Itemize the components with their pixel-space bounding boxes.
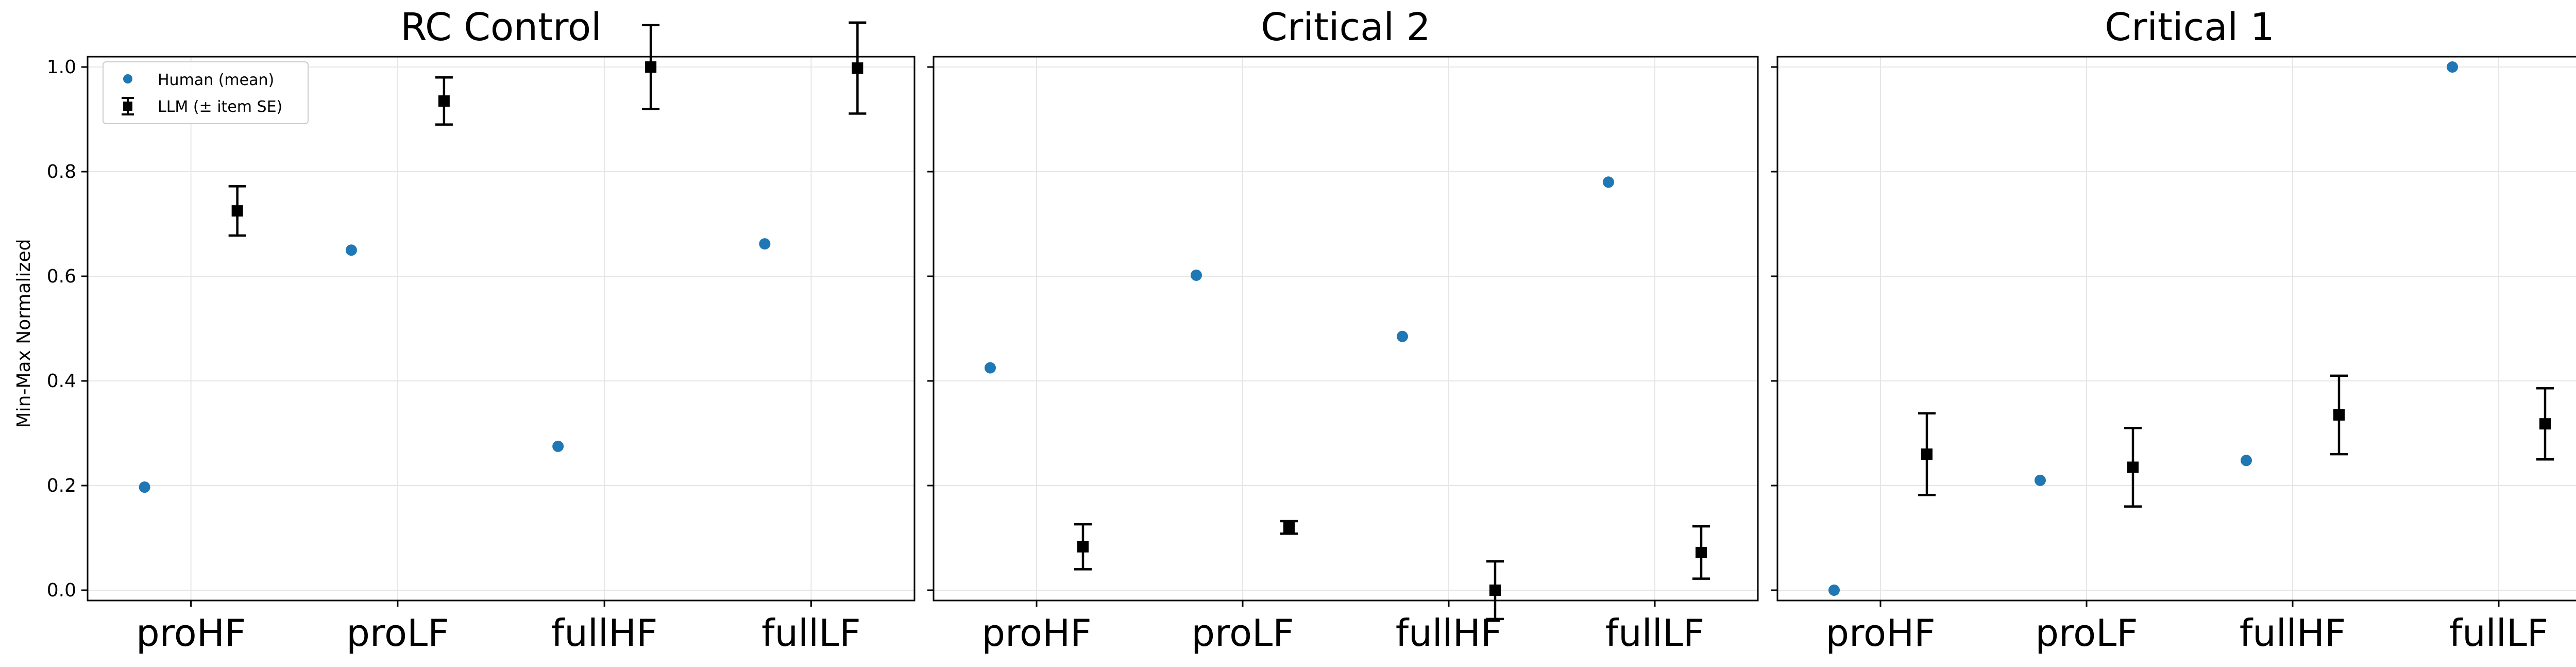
- human-point: [759, 238, 771, 250]
- human-point: [1191, 269, 1202, 281]
- llm-point: [2333, 409, 2345, 421]
- legend-llm-marker: [122, 97, 134, 115]
- chart-title: RC Control: [400, 5, 601, 49]
- human-point: [1397, 330, 1408, 342]
- y-tick-label: 0.4: [47, 371, 76, 392]
- x-tick-label: fullHF: [551, 611, 658, 655]
- x-tick-label: fullLF: [2449, 611, 2549, 655]
- x-tick-label: proHF: [1825, 611, 1935, 655]
- human-point: [985, 362, 996, 374]
- x-tick-label: fullHF: [2240, 611, 2346, 655]
- human-point: [345, 244, 357, 256]
- human-point: [552, 440, 564, 452]
- x-tick-label: fullHF: [1396, 611, 1502, 655]
- human-point: [1603, 176, 1614, 188]
- legend: Human (mean) LLM (± item SE): [103, 61, 309, 124]
- axes-frame: [87, 56, 916, 602]
- chart-title: Critical 2: [1261, 5, 1430, 49]
- llm-point: [1921, 448, 1933, 460]
- chart-panel-3: Critical 1 proHF proLF fullHF fullLF: [1771, 5, 2576, 655]
- chart-panel-2: Critical 2 proHF proLF fullHF fullLF: [927, 5, 1759, 655]
- llm-point: [1489, 585, 1501, 596]
- x-tick-label: proHF: [136, 611, 246, 655]
- llm-point: [2539, 418, 2551, 430]
- x-tick-label: proLF: [346, 611, 449, 655]
- human-point: [2035, 474, 2046, 486]
- y-tick-label: 0.6: [47, 266, 76, 287]
- human-point: [1828, 585, 1840, 596]
- axes-frame: [1776, 56, 2576, 602]
- y-tick-label: 1.0: [47, 57, 76, 78]
- human-point: [139, 481, 150, 493]
- llm-point: [852, 62, 863, 74]
- axes-frame: [933, 56, 1759, 602]
- llm-point: [2127, 461, 2139, 473]
- llm-point: [231, 205, 243, 217]
- y-tick-label: 0.8: [47, 161, 76, 182]
- x-tick-label: proLF: [1191, 611, 1294, 655]
- legend-frame: [103, 61, 309, 124]
- x-tick-label: proHF: [981, 611, 1091, 655]
- y-tick-label: 0.2: [47, 475, 76, 496]
- human-point: [2241, 455, 2252, 466]
- llm-point: [438, 95, 450, 107]
- llm-point: [1283, 522, 1295, 533]
- legend-human-label: Human (mean): [158, 71, 274, 89]
- llm-point: [1696, 546, 1707, 558]
- chart-title: Critical 1: [2105, 5, 2274, 49]
- llm-point: [645, 61, 657, 73]
- x-tick-label: fullLF: [761, 611, 861, 655]
- legend-llm-label: LLM (± item SE): [158, 98, 282, 116]
- llm-point: [1077, 541, 1089, 553]
- legend-human-marker: [123, 74, 132, 84]
- y-axis-label: Min-Max Normalized: [13, 239, 35, 428]
- x-tick-label: proLF: [2035, 611, 2138, 655]
- y-tick-label: 0.0: [47, 580, 76, 601]
- human-point: [2447, 61, 2458, 73]
- x-tick-label: fullLF: [1605, 611, 1705, 655]
